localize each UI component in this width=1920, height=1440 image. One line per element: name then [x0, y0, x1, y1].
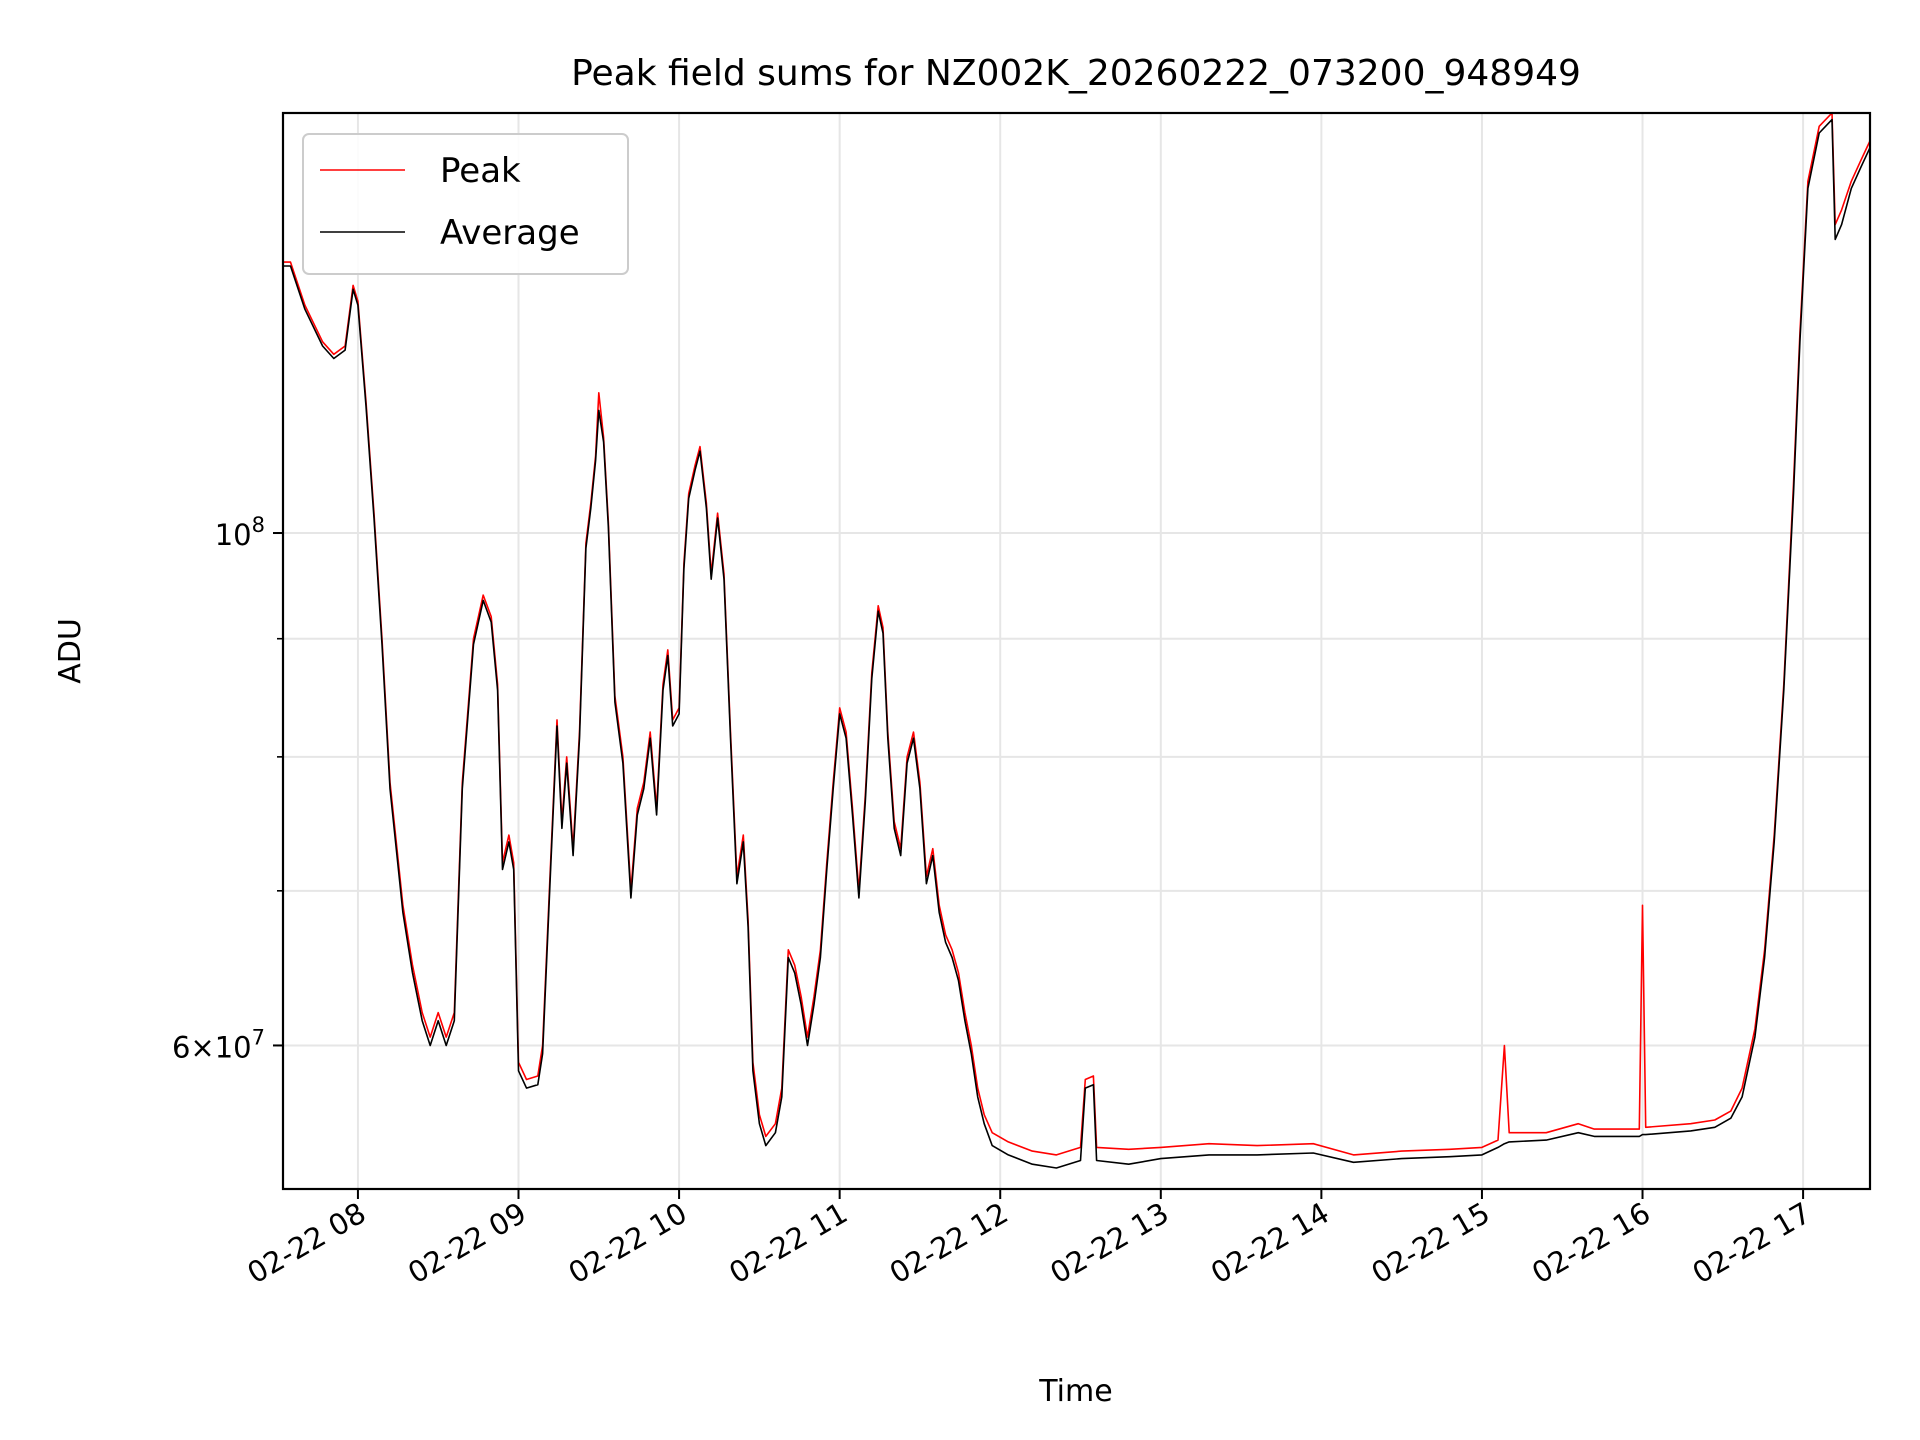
legend-label-peak: Peak: [440, 151, 521, 191]
x-axis-label: Time: [1038, 1374, 1112, 1409]
grid: [283, 113, 1870, 1189]
chart-title: Peak field sums for NZ002K_20260222_0732…: [571, 53, 1581, 94]
series-line-peak: [283, 113, 1870, 1156]
y-tick-label: 6×107: [172, 1025, 265, 1064]
legend-label-average: Average: [440, 213, 580, 253]
plot-frame: [281, 111, 1872, 1191]
legend: Peak Average: [302, 133, 629, 275]
series-line-average: [283, 118, 1870, 1169]
y-axis-label: ADU: [53, 618, 88, 684]
plot-lines: [283, 113, 1870, 1169]
legend-box: [302, 133, 629, 275]
